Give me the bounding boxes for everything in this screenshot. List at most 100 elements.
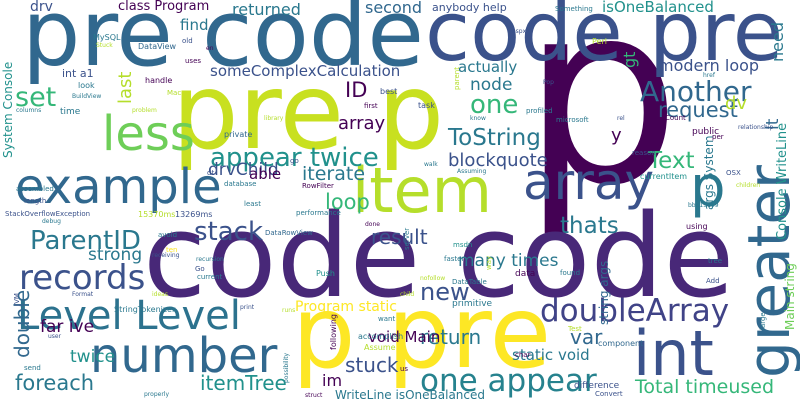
word-number: number: [90, 328, 278, 384]
word-char: char: [515, 351, 531, 359]
word-data: data: [515, 269, 536, 279]
word-int-a1: int a1: [62, 67, 94, 80]
word-static-void: static void: [512, 346, 590, 364]
word-example: example: [15, 159, 222, 215]
word-ten: ten: [166, 246, 178, 254]
word-drvchild: drvChild: [208, 160, 279, 180]
word-new: new: [420, 278, 470, 306]
word-assuming: Assuming: [457, 168, 487, 175]
word-y: y: [611, 125, 622, 146]
word-large: large: [759, 312, 767, 330]
word-dt: dt: [207, 169, 215, 177]
word-far-ive: far ive: [40, 317, 95, 337]
word-way: way: [485, 255, 493, 270]
word-want: want: [378, 315, 396, 323]
word-database: database: [224, 180, 257, 188]
word-bb513869: bb513869: [688, 202, 719, 209]
word-private: private: [224, 130, 253, 139]
word-args-system: args System: [702, 135, 716, 210]
word-code-pre: code pre: [425, 0, 784, 80]
word-best: best: [380, 87, 398, 96]
word-us: us: [400, 365, 409, 373]
word-dataview: DataView: [138, 42, 177, 51]
word-parent: parent: [453, 67, 461, 90]
word-uses: uses: [185, 57, 202, 65]
word-using: using: [686, 222, 708, 231]
word-tree: tree: [708, 257, 723, 265]
word-add: Add: [706, 277, 720, 285]
word-somecomplex: someComplexCalculation: [210, 62, 401, 80]
word-old: old: [182, 37, 193, 45]
word-pre-p: pre p: [172, 51, 445, 173]
word-faster: faster: [444, 255, 465, 263]
word-recursion: recursion: [196, 256, 224, 263]
word-format: Format: [72, 291, 94, 298]
word-result: result: [371, 225, 428, 249]
word-runs: runs: [282, 307, 296, 314]
word-set: set: [15, 82, 57, 113]
word-aspx: aspx: [512, 28, 527, 35]
word-properly: properly: [144, 391, 169, 398]
word-many-times: many times: [458, 251, 559, 271]
word-thats: thats: [560, 213, 619, 239]
word-performance: performance: [296, 209, 341, 217]
word-found: found: [560, 269, 581, 277]
word-osx: OSX: [726, 169, 741, 177]
word-one: one: [470, 90, 519, 120]
word-parentid: ParentID: [30, 226, 141, 256]
word-stackoverflow: StackOverflowException: [5, 210, 91, 218]
word-records: records: [19, 258, 146, 298]
word-console-writeline: Console WriteLine: [775, 122, 790, 240]
word-href: href: [703, 72, 715, 79]
word-stuck-small: Stuck: [96, 42, 113, 49]
word-least: least: [244, 200, 261, 208]
word-return: return: [420, 325, 482, 349]
word-send: send: [24, 364, 41, 372]
word-walk: walk: [424, 161, 438, 168]
word-stuck: stuck: [345, 353, 399, 377]
word-accomplish: accomplish: [358, 332, 404, 341]
word-go-cap: Go: [195, 265, 205, 273]
word-public: public: [692, 127, 720, 137]
word-doublearray: doubleArray: [540, 293, 730, 329]
word-returned: returned: [232, 0, 301, 19]
word-stringtokenizer: StringTokenizer: [114, 305, 176, 314]
word-problem: problem: [132, 107, 157, 114]
word-print: print: [240, 304, 255, 311]
word-task: task: [418, 101, 435, 110]
word-assembled: assembled: [16, 185, 54, 193]
word-datarowview: DataRowView: [265, 229, 313, 237]
word-first: first: [364, 102, 378, 110]
word-isonebalanced: isOneBalanced: [602, 0, 714, 16]
word-relationship: relationship: [738, 124, 774, 131]
word-actually: actually: [458, 58, 518, 76]
word-class-program: class Program: [118, 0, 210, 14]
word-struct: struct: [305, 392, 323, 399]
word-13269ms: 13269ms: [175, 210, 213, 219]
word-find: find: [180, 16, 209, 34]
word-loop: loop: [325, 190, 370, 214]
word-dv: dv: [725, 93, 748, 114]
word-handle: handle: [145, 76, 173, 85]
word-tostring: ToString: [448, 125, 541, 151]
word-array-big: array: [523, 153, 655, 211]
word-gt: gt: [620, 51, 639, 68]
word-last: last: [115, 71, 136, 104]
word-push: Push: [316, 269, 335, 278]
word-string-args: string args: [597, 260, 611, 325]
word-able: able: [249, 165, 282, 183]
word-p-small: p: [690, 155, 726, 220]
word-something: Something: [555, 5, 593, 13]
word-convert: Convert: [595, 390, 623, 398]
word-ideas: ideas: [152, 291, 168, 298]
word-appear-twice: appear twice: [210, 143, 379, 173]
word-15370ms: 15370ms: [138, 210, 176, 219]
word-know: know: [470, 115, 486, 122]
word-int: int: [633, 317, 714, 390]
word-en: en: [206, 45, 214, 52]
word-currentitem: currentItem: [640, 172, 688, 181]
word-reason: reason: [632, 149, 656, 157]
word-avoid: avoid: [158, 231, 178, 239]
word-look: look: [78, 81, 95, 90]
